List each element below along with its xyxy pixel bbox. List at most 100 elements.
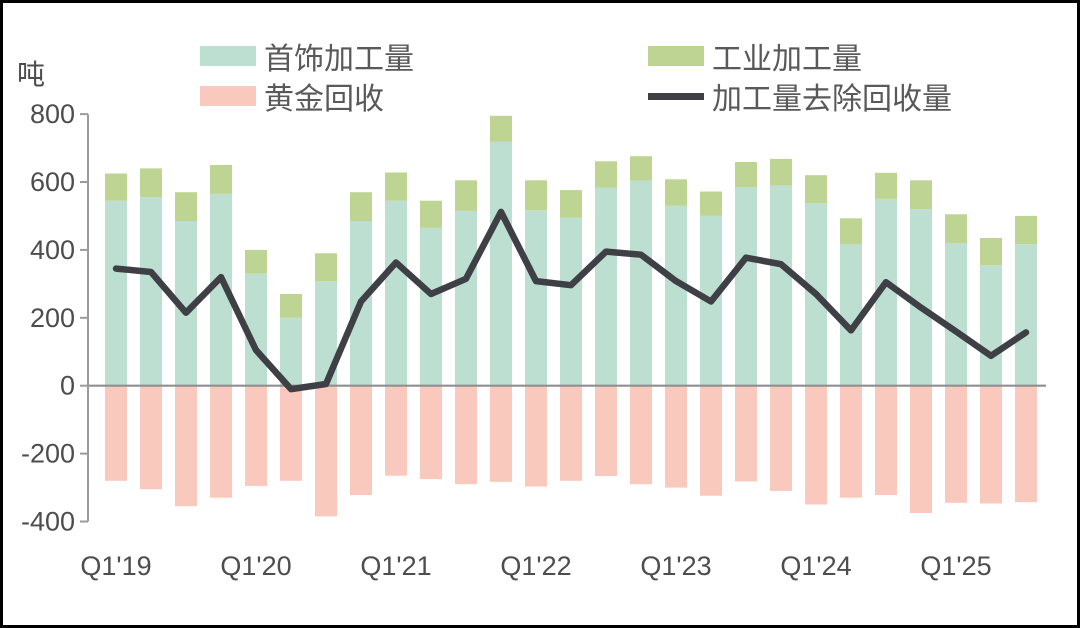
bar-recycling-segment [210,385,232,498]
bar-industrial-segment [875,172,897,199]
legend-swatch-net-line [648,92,704,100]
legend-label-jewelry: 首饰加工量 [264,43,414,76]
bar-recycling-segment [175,385,197,507]
y-tick-label: -400 [21,507,75,537]
bar-jewelry-segment [175,221,197,386]
bar-jewelry-segment [385,200,407,386]
y-tick-label: 200 [30,303,75,333]
bar-recycling-segment [665,385,687,488]
bar-recycling-segment [875,385,897,495]
bar-jewelry-segment [140,197,162,386]
bar-jewelry-segment [770,185,792,386]
bar-industrial-segment [525,180,547,211]
bar-recycling-segment [140,385,162,490]
legend-label-net-line: 加工量去除回收量 [712,83,952,116]
bar-recycling-segment [560,385,582,481]
bar-industrial-segment [350,192,372,222]
bar-industrial-segment [945,214,967,244]
bar-recycling-segment [1015,385,1037,503]
x-tick-label: Q1'22 [500,551,571,581]
bar-jewelry-segment [595,187,617,386]
bar-industrial-segment [140,168,162,198]
y-tick-label: 0 [60,371,75,401]
bar-jewelry-segment [490,141,512,386]
bar-industrial-segment [315,253,337,282]
bar-jewelry-segment [910,209,932,386]
bar-industrial-segment [665,179,687,206]
bar-industrial-segment [245,249,267,274]
bar-jewelry-segment [455,210,477,386]
bar-industrial-segment [980,238,1002,266]
bar-jewelry-segment [280,317,302,386]
bar-recycling-segment [910,385,932,513]
bar-recycling-segment [700,385,722,496]
bar-industrial-segment [770,158,792,186]
legend-swatch-recycling [200,86,256,106]
bar-recycling-segment [490,385,512,482]
bar-recycling-segment [945,385,967,503]
legend-item-recycling: 黄金回收 [200,74,384,118]
bar-jewelry-segment [630,180,652,386]
bar-industrial-segment [805,175,827,203]
bar-industrial-segment [840,218,862,245]
x-tick-label: Q1'20 [220,551,291,581]
x-tick-label: Q1'24 [780,551,851,581]
bar-industrial-segment [175,192,197,222]
bar-recycling-segment [735,385,757,482]
bar-industrial-segment [560,190,582,218]
bar-jewelry-segment [1015,244,1037,386]
bar-recycling-segment [805,385,827,505]
y-axis-unit-label: 吨 [17,59,46,90]
bar-recycling-segment [525,385,547,487]
y-tick-label: 600 [30,167,75,197]
bar-industrial-segment [595,161,617,188]
x-tick-label: Q1'25 [920,551,991,581]
bar-industrial-segment [490,115,512,142]
bar-industrial-segment [700,191,722,216]
bar-recycling-segment [280,385,302,481]
bar-industrial-segment [910,180,932,210]
bar-jewelry-segment [315,281,337,386]
bar-recycling-segment [455,385,477,485]
bar-recycling-segment [315,385,337,517]
bar-recycling-segment [595,385,617,476]
bar-recycling-segment [245,385,267,486]
bar-jewelry-segment [665,205,687,386]
legend-swatch-industrial [648,46,704,66]
bar-recycling-segment [105,385,127,481]
bar-industrial-segment [385,172,407,201]
bar-industrial-segment [630,156,652,181]
bar-recycling-segment [770,385,792,491]
bar-jewelry-segment [840,244,862,386]
bar-recycling-segment [350,385,372,495]
bar-industrial-segment [420,200,442,228]
bar-recycling-segment [840,385,862,498]
bar-jewelry-segment [420,227,442,386]
bar-jewelry-segment [980,265,1002,386]
bar-industrial-segment [280,294,302,318]
bar-recycling-segment [385,385,407,476]
bar-industrial-segment [1015,215,1037,245]
bar-industrial-segment [105,173,127,201]
legend-item-net-line: 加工量去除回收量 [648,74,952,118]
bar-jewelry-segment [735,187,757,386]
bar-recycling-segment [420,385,442,480]
legend-label-industrial: 工业加工量 [712,43,862,76]
bar-jewelry-segment [210,193,232,386]
bar-industrial-segment [735,162,757,188]
x-tick-label: Q1'21 [360,551,431,581]
x-tick-label: Q1'19 [80,551,151,581]
legend-swatch-jewelry [200,46,256,66]
y-tick-label: 800 [30,99,75,129]
legend-item-jewelry: 首饰加工量 [200,34,414,78]
x-tick-label: Q1'23 [640,551,711,581]
y-tick-label: 400 [30,235,75,265]
net-line [112,208,1030,393]
bar-jewelry-segment [560,217,582,386]
bar-jewelry-segment [945,243,967,386]
bar-jewelry-segment [105,200,127,386]
bar-jewelry-segment [875,199,897,386]
bar-industrial-segment [455,180,477,211]
